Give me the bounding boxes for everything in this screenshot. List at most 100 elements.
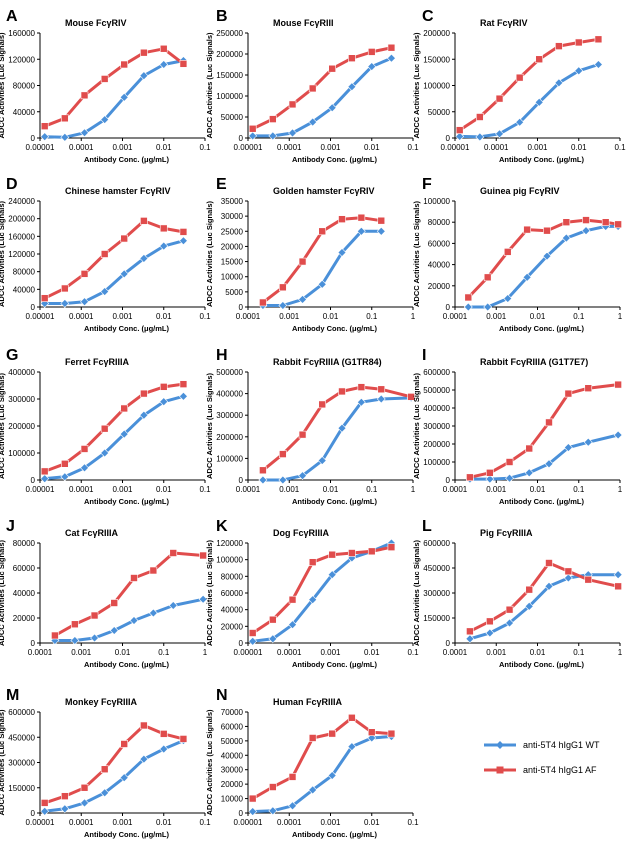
- x-tick-label: 0.0001: [484, 143, 509, 152]
- chart-panel-d: D Chinese hamster FcγRIV 0 40000 80000 120000…: [0, 176, 211, 333]
- data-point-af: [464, 293, 473, 302]
- data-point-af: [140, 48, 148, 57]
- data-point-af: [80, 270, 89, 278]
- y-tick-label: 120000: [8, 55, 35, 64]
- x-tick-label: 0.01: [156, 312, 172, 321]
- x-tick-label: 0.01: [364, 143, 380, 152]
- y-tick-label: 10000: [221, 273, 244, 282]
- data-point-wt: [129, 616, 139, 625]
- data-point-wt: [524, 468, 534, 478]
- y-tick-label: 40000: [221, 606, 244, 615]
- x-axis-label: Antibody Conc. (μg/mL): [292, 830, 377, 839]
- panel-letter: E: [216, 176, 227, 193]
- y-tick-label: 60000: [428, 239, 451, 248]
- chart-panel-e: E Golden hamster FcγRIV 0 5000 10000 15000 200…: [205, 176, 416, 333]
- y-axis-label: ADCC Activities (Luc Signals): [205, 373, 214, 479]
- x-axis-label: Antibody Conc. (μg/mL): [499, 497, 584, 506]
- chart-title: Monkey FcγRIIIA: [65, 697, 138, 707]
- y-tick-label: 0: [446, 476, 451, 485]
- data-point-wt: [159, 744, 169, 754]
- data-point-wt: [317, 456, 327, 465]
- data-point-af: [169, 549, 178, 557]
- data-point-wt: [100, 448, 110, 458]
- y-tick-label: 160000: [8, 29, 35, 38]
- x-tick-label: 1: [203, 648, 208, 657]
- y-tick-label: 450000: [423, 564, 450, 573]
- data-point-af: [486, 617, 494, 626]
- data-point-wt: [80, 128, 89, 138]
- chart-panel-g: G Ferret FcγRIIIA 0 100000 200000 300000 40000…: [0, 347, 211, 506]
- x-tick-label: 0.001: [279, 312, 300, 321]
- x-axis-label: Antibody Conc. (μg/mL): [84, 497, 169, 506]
- data-point-wt: [179, 236, 188, 246]
- data-point-wt: [455, 132, 465, 141]
- data-point-wt: [139, 410, 149, 420]
- panel-letter: J: [6, 518, 15, 535]
- data-point-wt: [327, 103, 337, 113]
- data-point-wt: [594, 60, 603, 69]
- x-axis-label: Antibody Conc. (μg/mL): [499, 324, 584, 333]
- x-tick-label: 0.00001: [26, 143, 55, 152]
- data-point-wt: [159, 397, 169, 407]
- data-point-wt: [168, 601, 178, 610]
- data-point-wt: [308, 595, 318, 605]
- x-tick-label: 0.001: [112, 312, 133, 321]
- y-tick-label: 100000: [216, 92, 243, 101]
- y-tick-label: 120000: [216, 539, 243, 548]
- data-point-af: [199, 551, 207, 560]
- panel-letter: B: [216, 8, 228, 25]
- x-tick-label: 0.0001: [69, 143, 94, 152]
- y-tick-label: 0: [31, 639, 36, 648]
- x-axis-label: Antibody Conc. (μg/mL): [84, 830, 169, 839]
- x-tick-label: 0.001: [320, 143, 341, 152]
- x-tick-label: 0.0001: [443, 485, 468, 494]
- chart-panel-k: K Dog FcγRIIIA 0 20000 40000 60000 80000 100000…: [205, 518, 419, 669]
- y-tick-label: 150000: [423, 55, 450, 64]
- y-tick-label: 200000: [423, 440, 450, 449]
- x-tick-label: 0.001: [112, 485, 133, 494]
- data-point-af: [248, 794, 257, 803]
- x-tick-label: 0.01: [156, 485, 172, 494]
- x-tick-label: 0.0001: [69, 818, 94, 827]
- data-point-wt: [119, 92, 129, 102]
- y-tick-label: 40000: [13, 589, 36, 598]
- data-point-wt: [248, 636, 258, 646]
- data-point-af: [269, 615, 277, 624]
- x-tick-label: 0.00001: [441, 143, 470, 152]
- data-point-wt: [475, 132, 485, 142]
- data-point-af: [584, 384, 593, 393]
- y-axis-label: ADCC Activities (Luc Signals): [0, 540, 6, 646]
- data-point-af: [71, 620, 79, 629]
- series-line-wt: [54, 597, 204, 642]
- x-tick-label: 0.1: [199, 818, 211, 827]
- y-tick-label: 80000: [13, 82, 36, 91]
- series-line-wt: [468, 224, 619, 309]
- data-point-af: [248, 124, 257, 133]
- data-point-wt: [503, 294, 513, 303]
- data-point-af: [159, 730, 168, 738]
- x-axis-label: Antibody Conc. (μg/mL): [499, 155, 584, 164]
- x-tick-label: 0.001: [486, 648, 507, 657]
- x-tick-label: 0.0001: [236, 312, 261, 321]
- x-tick-label: 1: [618, 648, 623, 657]
- data-point-wt: [139, 253, 149, 263]
- y-tick-label: 20000: [428, 282, 451, 291]
- legend-marker-af: [496, 766, 504, 774]
- data-point-wt: [308, 785, 318, 795]
- data-point-wt: [327, 570, 337, 580]
- y-tick-label: 600000: [8, 708, 35, 717]
- x-tick-label: 0.001: [71, 648, 92, 657]
- y-axis-label: ADCC Activities (Luc Signals): [0, 32, 6, 138]
- data-point-af: [525, 585, 534, 594]
- x-tick-label: 0.1: [407, 648, 419, 657]
- data-point-wt: [522, 272, 532, 282]
- data-point-af: [149, 566, 158, 575]
- data-point-af: [407, 393, 415, 401]
- data-point-wt: [148, 608, 158, 618]
- panel-letter: L: [422, 518, 432, 535]
- data-point-af: [584, 575, 593, 584]
- x-tick-label: 0.1: [366, 312, 378, 321]
- data-point-af: [328, 550, 337, 559]
- data-point-af: [543, 226, 551, 235]
- data-point-wt: [367, 62, 377, 72]
